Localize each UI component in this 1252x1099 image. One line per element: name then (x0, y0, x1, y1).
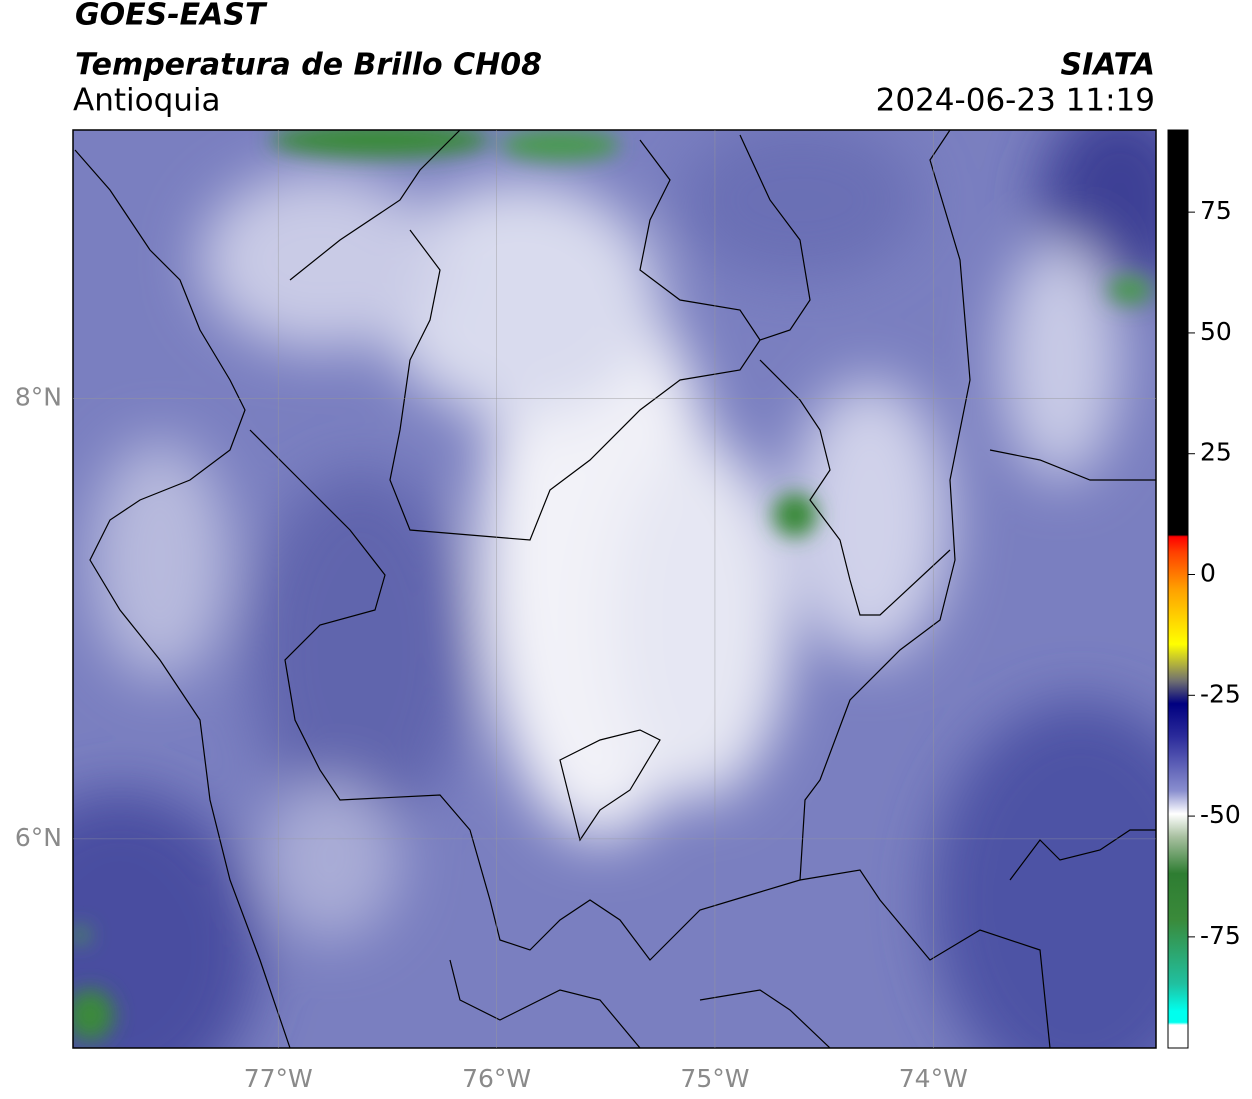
satellite-image (73, 130, 1156, 1048)
colorbar-label: 0 (1200, 559, 1216, 588)
colorbar (1167, 129, 1189, 1049)
colorbar-label: -50 (1200, 800, 1241, 829)
colorbar-label: -25 (1200, 679, 1241, 708)
colorbar-label: 50 (1200, 317, 1232, 346)
datetime: 2024-06-23 11:19 (876, 83, 1155, 119)
region: Antioquia (73, 83, 221, 119)
colorbar-label: 25 (1200, 438, 1232, 467)
lon-label: 76°W (462, 1064, 531, 1093)
source: SIATA (1061, 48, 1155, 83)
colorbar-label: 75 (1200, 196, 1232, 225)
title: GOES-EAST (75, 0, 268, 33)
subtitle: Temperatura de Brillo CH08 (75, 48, 542, 83)
lat-label: 8°N (15, 383, 62, 412)
lon-label: 75°W (680, 1064, 749, 1093)
colorbar-label: -75 (1200, 921, 1241, 950)
lat-label: 6°N (15, 823, 62, 852)
map-frame (72, 129, 1157, 1049)
lon-label: 74°W (899, 1064, 968, 1093)
lon-label: 77°W (244, 1064, 313, 1093)
